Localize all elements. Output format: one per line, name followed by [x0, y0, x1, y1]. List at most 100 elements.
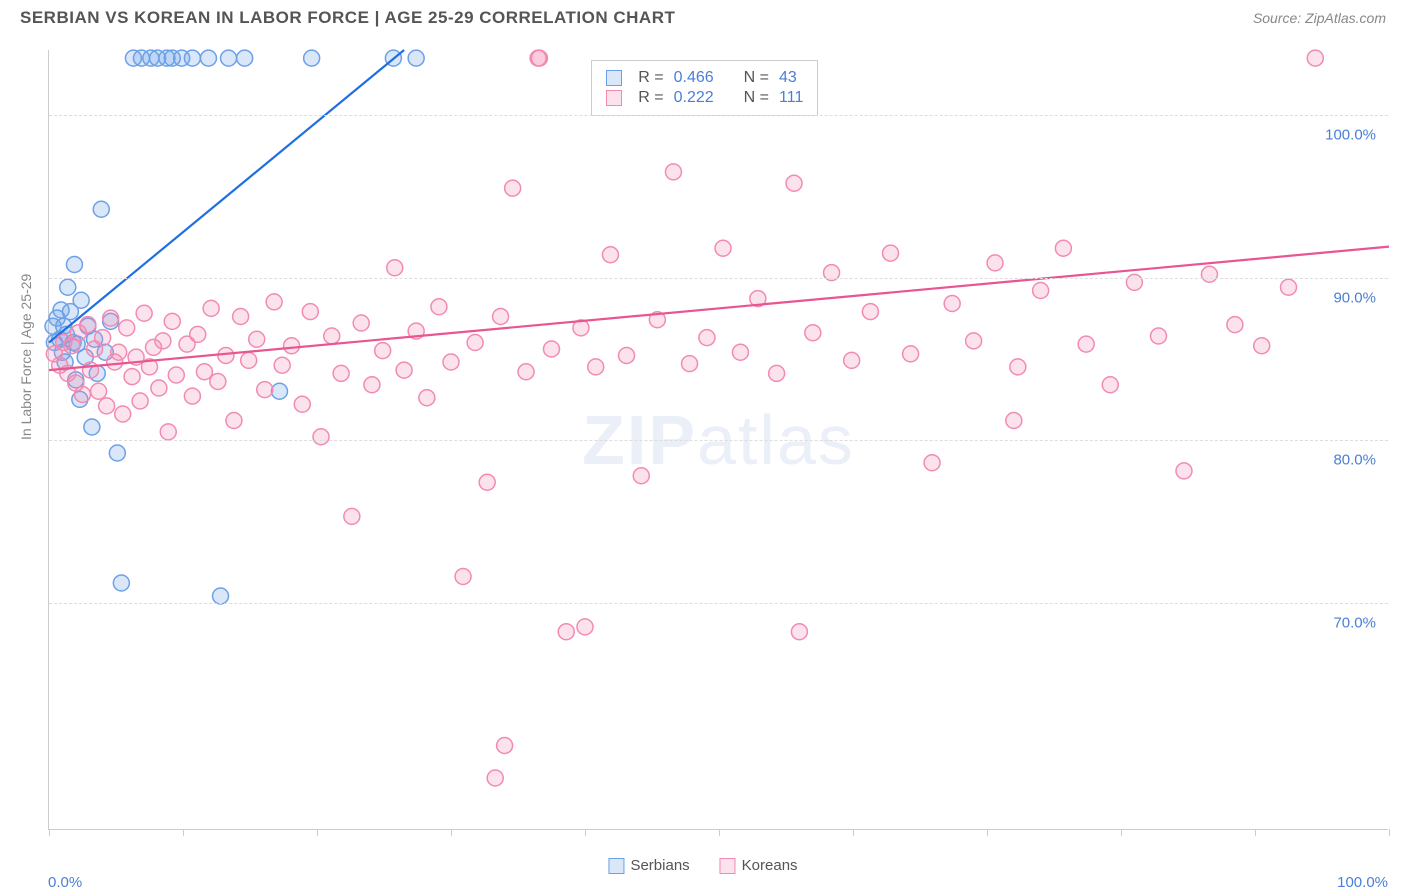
- data-point-koreans: [1010, 359, 1026, 375]
- data-point-koreans: [218, 348, 234, 364]
- title-bar: SERBIAN VS KOREAN IN LABOR FORCE | AGE 2…: [0, 0, 1406, 32]
- data-point-koreans: [353, 315, 369, 331]
- chart-title: SERBIAN VS KOREAN IN LABOR FORCE | AGE 2…: [20, 8, 675, 28]
- legend-label: Serbians: [630, 857, 689, 874]
- data-point-koreans: [588, 359, 604, 375]
- stat-swatch: [606, 70, 622, 86]
- data-point-koreans: [124, 369, 140, 385]
- data-point-koreans: [103, 310, 119, 326]
- data-point-koreans: [99, 398, 115, 414]
- data-point-koreans: [633, 468, 649, 484]
- data-point-koreans: [151, 380, 167, 396]
- x-tick: [1255, 829, 1256, 836]
- data-point-koreans: [791, 624, 807, 640]
- gridline: [49, 278, 1388, 279]
- data-point-koreans: [119, 320, 135, 336]
- data-point-koreans: [164, 313, 180, 329]
- data-point-koreans: [241, 352, 257, 368]
- data-point-koreans: [487, 770, 503, 786]
- data-point-koreans: [83, 362, 99, 378]
- legend-swatch: [720, 858, 736, 874]
- data-point-koreans: [1078, 336, 1094, 352]
- data-point-koreans: [665, 164, 681, 180]
- n-value: 111: [779, 89, 803, 107]
- data-point-serbians: [271, 383, 287, 399]
- data-point-koreans: [1281, 279, 1297, 295]
- correlation-stat-box: R =0.466N =43R =0.222N =111: [591, 60, 818, 116]
- data-point-koreans: [518, 364, 534, 380]
- gridline: [49, 115, 1388, 116]
- data-point-koreans: [95, 330, 111, 346]
- legend-swatch: [608, 858, 624, 874]
- data-point-serbians: [200, 50, 216, 66]
- x-tick: [49, 829, 50, 836]
- data-point-koreans: [1254, 338, 1270, 354]
- data-point-koreans: [715, 240, 731, 256]
- y-tick-label: 70.0%: [1333, 614, 1376, 631]
- data-point-koreans: [233, 309, 249, 325]
- x-tick: [183, 829, 184, 836]
- data-point-koreans: [375, 343, 391, 359]
- data-point-serbians: [73, 292, 89, 308]
- data-point-serbians: [60, 279, 76, 295]
- data-point-koreans: [160, 424, 176, 440]
- data-point-koreans: [924, 455, 940, 471]
- data-point-koreans: [577, 619, 593, 635]
- data-point-koreans: [168, 367, 184, 383]
- data-point-serbians: [237, 50, 253, 66]
- data-point-koreans: [419, 390, 435, 406]
- data-point-koreans: [1102, 377, 1118, 393]
- data-point-koreans: [805, 325, 821, 341]
- data-point-koreans: [903, 346, 919, 362]
- data-point-koreans: [558, 624, 574, 640]
- data-point-koreans: [1055, 240, 1071, 256]
- data-point-koreans: [196, 364, 212, 380]
- data-point-koreans: [505, 180, 521, 196]
- data-point-koreans: [844, 352, 860, 368]
- data-point-koreans: [75, 387, 91, 403]
- data-point-koreans: [467, 335, 483, 351]
- data-point-koreans: [190, 326, 206, 342]
- data-point-koreans: [1151, 328, 1167, 344]
- y-tick-label: 90.0%: [1333, 289, 1376, 306]
- r-label: R =: [638, 89, 663, 107]
- data-point-koreans: [184, 388, 200, 404]
- data-point-koreans: [344, 508, 360, 524]
- data-point-koreans: [284, 338, 300, 354]
- data-point-koreans: [682, 356, 698, 372]
- data-point-koreans: [136, 305, 152, 321]
- data-point-koreans: [132, 393, 148, 409]
- data-point-koreans: [862, 304, 878, 320]
- n-label: N =: [744, 69, 769, 87]
- data-point-serbians: [304, 50, 320, 66]
- x-tick: [451, 829, 452, 836]
- data-point-koreans: [455, 569, 471, 585]
- trend-line-koreans: [49, 247, 1389, 371]
- data-point-serbians: [84, 419, 100, 435]
- data-point-koreans: [786, 175, 802, 191]
- legend: Serbians Koreans: [608, 857, 797, 874]
- legend-item: Serbians: [608, 857, 689, 874]
- data-point-koreans: [530, 50, 546, 66]
- y-axis-label: In Labor Force | Age 25-29: [18, 274, 34, 440]
- x-tick: [719, 829, 720, 836]
- stat-swatch: [606, 90, 622, 106]
- data-point-koreans: [944, 296, 960, 312]
- x-tick: [1121, 829, 1122, 836]
- r-label: R =: [638, 69, 663, 87]
- x-tick: [987, 829, 988, 836]
- data-point-koreans: [1033, 283, 1049, 299]
- data-point-koreans: [497, 738, 513, 754]
- data-point-koreans: [443, 354, 459, 370]
- data-point-koreans: [324, 328, 340, 344]
- x-tick: [317, 829, 318, 836]
- data-point-serbians: [221, 50, 237, 66]
- data-point-koreans: [91, 383, 107, 399]
- legend-label: Koreans: [742, 857, 798, 874]
- stat-row: R =0.222N =111: [606, 89, 803, 107]
- x-tick: [853, 829, 854, 836]
- data-point-koreans: [883, 245, 899, 261]
- data-point-koreans: [699, 330, 715, 346]
- data-point-koreans: [1227, 317, 1243, 333]
- data-point-serbians: [113, 575, 129, 591]
